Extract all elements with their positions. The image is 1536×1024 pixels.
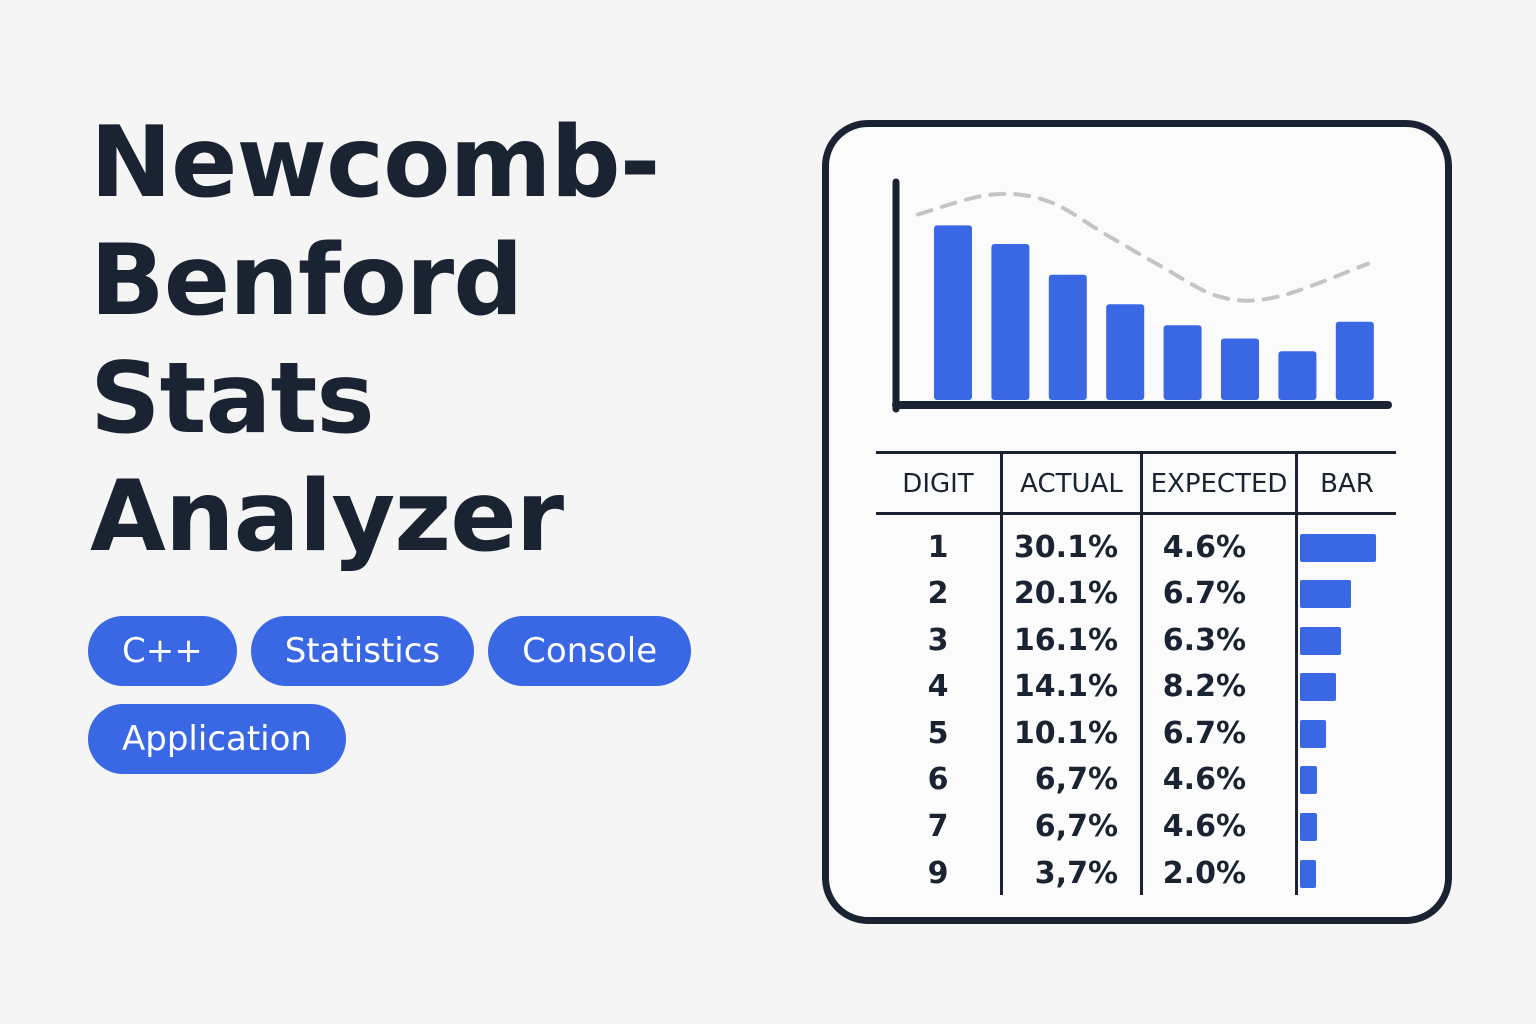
row-bar — [1300, 627, 1341, 655]
col-header-expected: EXPECTED — [1150, 469, 1288, 499]
title-line: Newcomb- — [90, 106, 660, 220]
table-column-divider — [1000, 454, 1003, 895]
table-row: 3 16.1% 6.3% — [876, 618, 1396, 664]
chart-bar — [1163, 325, 1202, 400]
expected-cell: 6.3% — [1162, 623, 1246, 658]
table-top-rule — [876, 451, 1396, 454]
chart-bar — [934, 225, 972, 400]
actual-cell: 16.1% — [1013, 623, 1118, 658]
chart-bar — [1278, 351, 1317, 400]
digit-cell: 4 — [927, 669, 949, 704]
tag-cpp: C++ — [88, 616, 237, 686]
digit-cell: 9 — [927, 856, 949, 891]
table-row: 1 30.1% 4.6% — [876, 525, 1396, 571]
chart-bar — [1048, 274, 1087, 400]
digit-cell: 7 — [927, 809, 949, 844]
expected-curve — [916, 191, 1370, 303]
table-row: 9 3,7% 2.0% — [876, 851, 1396, 897]
expected-cell: 6.7% — [1162, 576, 1246, 611]
expected-cell: 4.6% — [1162, 530, 1246, 565]
row-bar — [1300, 766, 1317, 794]
digit-cell: 2 — [927, 576, 949, 611]
table-row: 7 6,7% 4.6% — [876, 804, 1396, 850]
expected-cell: 8.2% — [1162, 669, 1246, 704]
title-line: Analyzer — [90, 460, 564, 574]
tag-list: C++ Statistics Console Application — [88, 616, 748, 774]
digit-cell: 3 — [927, 623, 949, 658]
actual-cell: 10.1% — [1013, 716, 1118, 751]
actual-cell: 6,7% — [1034, 809, 1118, 844]
row-bar — [1300, 720, 1326, 748]
row-bar — [1300, 673, 1336, 701]
digit-cell: 1 — [927, 530, 949, 565]
table-column-divider — [1140, 454, 1143, 895]
expected-cell: 4.6% — [1162, 809, 1246, 844]
row-bar — [1300, 813, 1317, 841]
chart-bar — [1221, 338, 1259, 400]
tag-application: Application — [88, 704, 346, 774]
chart-bar — [991, 244, 1030, 400]
title-line: Stats — [90, 342, 375, 456]
actual-cell: 6,7% — [1034, 762, 1118, 797]
expected-cell: 4.6% — [1162, 762, 1246, 797]
expected-cell: 2.0% — [1162, 856, 1246, 891]
col-header-digit: DIGIT — [902, 469, 974, 499]
actual-cell: 3,7% — [1034, 856, 1118, 891]
chart-bar — [1106, 304, 1145, 400]
table-header-rule — [876, 512, 1396, 515]
actual-cell: 20.1% — [1013, 576, 1118, 611]
digit-cell: 6 — [927, 762, 949, 797]
row-bar — [1300, 534, 1376, 562]
page-title: Newcomb- Benford Stats Analyzer — [90, 104, 770, 576]
actual-cell: 14.1% — [1013, 669, 1118, 704]
actual-cell: 30.1% — [1013, 530, 1118, 565]
table-column-divider — [1295, 454, 1298, 895]
table-row: 6 6,7% 4.6% — [876, 757, 1396, 803]
table-row: 5 10.1% 6.7% — [876, 711, 1396, 757]
tag-statistics: Statistics — [250, 616, 475, 686]
bars-group — [934, 225, 1374, 400]
table-row: 4 14.1% 8.2% — [876, 664, 1396, 710]
row-bar — [1300, 580, 1351, 608]
col-header-bar: BAR — [1320, 469, 1374, 499]
digit-cell: 5 — [927, 716, 949, 751]
chart-bar — [1335, 321, 1374, 400]
tag-console: Console — [488, 616, 692, 686]
expected-cell: 6.7% — [1162, 716, 1246, 751]
table-row: 2 20.1% 6.7% — [876, 571, 1396, 617]
title-line: Benford — [90, 224, 523, 338]
col-header-actual: ACTUAL — [1020, 469, 1123, 499]
row-bar — [1300, 860, 1316, 888]
